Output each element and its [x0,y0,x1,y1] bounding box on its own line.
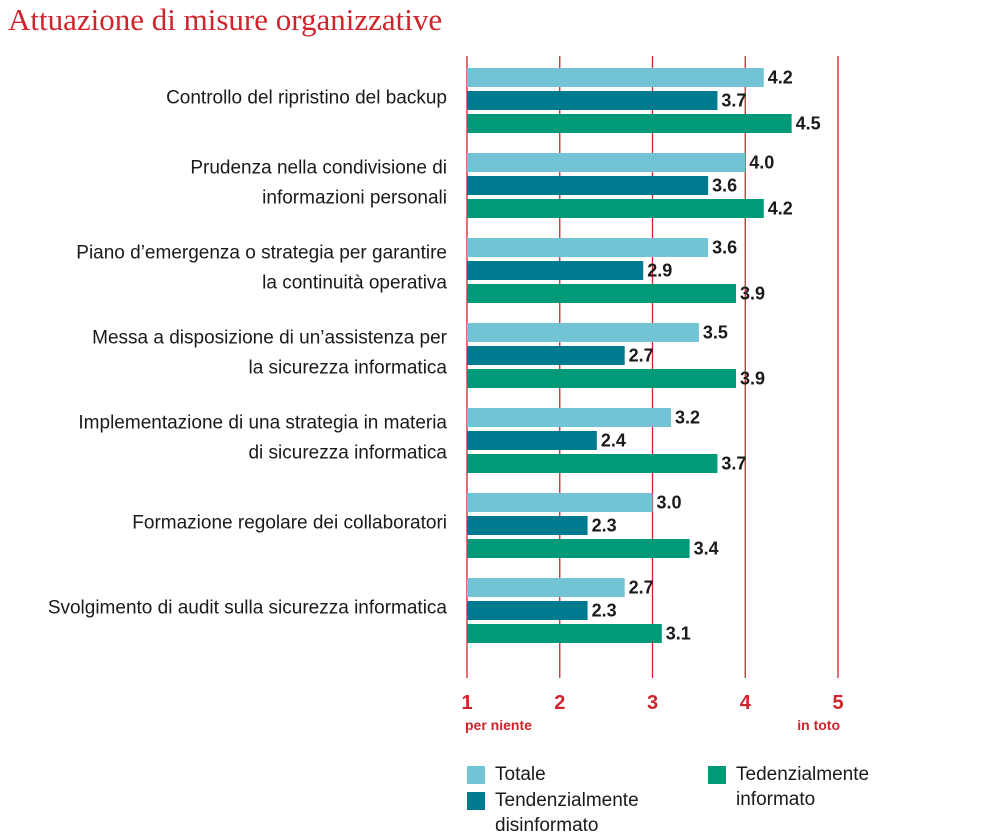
data-label: 4.2 [768,199,793,219]
bar [467,114,792,133]
data-label: 3.1 [666,624,691,644]
legend-swatch [467,792,485,810]
data-label: 4.5 [796,114,821,134]
bar [467,624,662,643]
data-label: 2.3 [592,516,617,536]
axis-min-label: per niente [465,717,532,733]
tick-label: 5 [832,692,843,714]
bar [467,369,736,388]
tick-label: 1 [461,692,472,714]
data-label: 3.6 [712,176,737,196]
bar [467,408,672,427]
legend-label: Totale [495,762,546,787]
bar [467,238,709,257]
bar [467,68,764,87]
category-label: Messa a disposizione di un’assistenza pe… [92,328,448,349]
data-label: 3.2 [675,408,700,428]
bar [467,153,746,172]
category-label: Controllo del ripristino del backup [166,88,447,109]
bar [467,431,597,450]
tick-label: 4 [740,692,752,714]
legend-label: Tedenzialmente informato [736,762,869,812]
data-label: 2.4 [601,431,626,451]
data-label: 4.2 [768,68,793,88]
data-label: 2.7 [629,578,654,598]
bar [467,261,644,280]
category-label: Implementazione di una strategia in mate… [78,413,447,434]
data-label: 2.9 [647,261,672,281]
legend-label-line: informato [736,789,816,810]
legend-label-line: Tedenzialmente [736,764,870,785]
data-label: 3.6 [712,238,737,258]
bar [467,516,588,535]
data-label: 3.9 [740,369,765,389]
axis-max-label: in toto [797,717,840,733]
data-label: 3.4 [694,539,719,559]
legend-label-line: Tendenzialmente [495,790,639,811]
data-label: 3.5 [703,323,728,343]
bar [467,323,699,342]
category-label: Piano d’emergenza o strategia per garant… [76,243,447,264]
bar [467,176,709,195]
legend-label-line: disinformato [495,815,599,836]
chart-title: Attuazione di misure organizzative [8,2,443,37]
data-label: 3.7 [721,91,746,111]
legend-label: Tendenzialmente disinformato [495,788,639,838]
data-label: 3.7 [721,454,746,474]
bar [467,539,690,558]
legend-label-line: Totale [495,764,546,785]
bar [467,454,718,473]
bar [467,199,764,218]
category-label: informazioni personali [262,188,447,209]
data-label: 2.7 [629,346,654,366]
bar [467,284,736,303]
legend-swatch [708,766,726,784]
category-label: la sicurezza informatica [248,358,447,379]
category-label: di sicurezza informatica [248,443,447,464]
data-label: 4.0 [749,153,774,173]
tick-label: 2 [554,692,565,714]
category-label: Prudenza nella condivisione di [190,158,447,179]
category-label: la continuità operativa [262,273,447,294]
legend-swatch [467,766,485,784]
tick-label: 3 [647,692,658,714]
data-label: 3.9 [740,284,765,304]
data-label: 3.0 [657,493,682,513]
bar [467,601,588,620]
bar [467,91,718,110]
bar [467,493,653,512]
category-label: Formazione regolare dei collaboratori [132,513,447,534]
bar [467,578,625,597]
data-label: 2.3 [592,601,617,621]
category-label: Svolgimento di audit sulla sicurezza inf… [48,598,448,619]
bar [467,346,625,365]
